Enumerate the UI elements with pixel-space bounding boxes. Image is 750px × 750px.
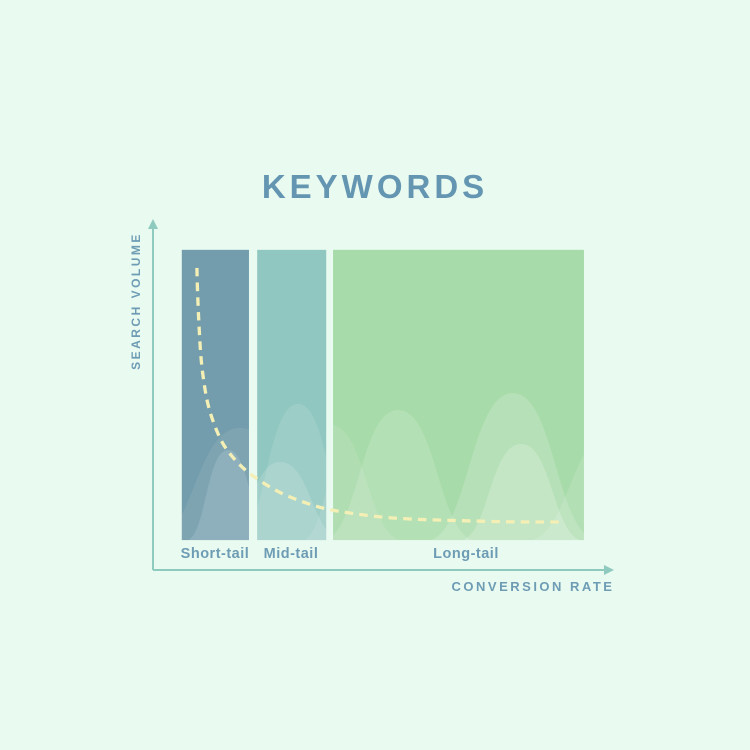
- band-label-long-tail: Long-tail: [433, 546, 499, 562]
- band-label-short-tail: Short-tail: [180, 546, 250, 562]
- band-long-tail: [333, 249, 584, 541]
- dashed-demand-curve: [195, 267, 561, 524]
- band-short-tail: [181, 249, 249, 541]
- x-axis-arrow-icon: [604, 565, 614, 575]
- hills-long-tail: [333, 393, 584, 541]
- hills-mid-tail: [257, 404, 327, 541]
- band-mid-tail: [257, 249, 327, 541]
- axes: [148, 219, 614, 575]
- y-axis-arrow-icon: [148, 219, 158, 229]
- band-label-mid-tail: Mid-tail: [263, 546, 319, 562]
- y-axis-title: SEARCH VOLUME: [129, 232, 143, 370]
- x-axis-title: CONVERSION RATE: [451, 579, 615, 594]
- chart-title: KEYWORDS: [261, 168, 489, 205]
